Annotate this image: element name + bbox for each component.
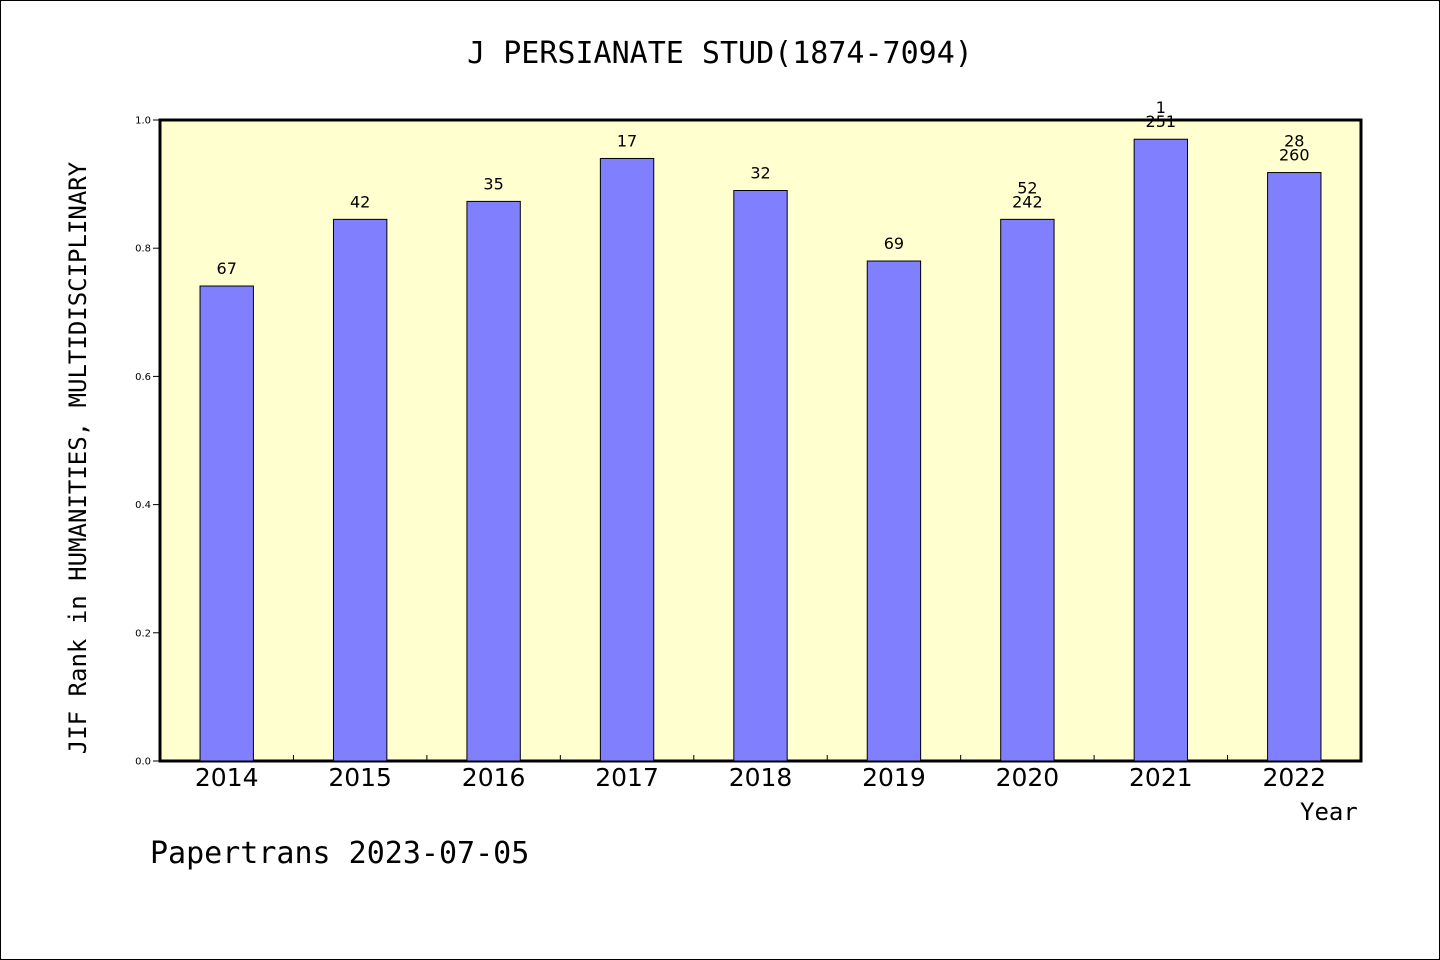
bar-2016 [466,200,521,762]
bar-data-label: 42 [350,192,370,211]
bar-data-label: 32 [750,164,770,183]
x-tick-label: 2020 [996,763,1060,792]
bars [199,138,1322,762]
y-tick-label: 0.2 [135,628,151,639]
bar-data-label: 1 [1156,98,1166,117]
bar-2017 [599,157,655,762]
bar-data-label: 17 [617,131,637,150]
bar-data-label: 28 [1284,132,1304,151]
bar-2015 [332,218,388,762]
x-axis-label: Year [1300,798,1358,826]
x-tick-label: 2019 [862,763,926,792]
x-tick-label: 2017 [595,763,659,792]
bar-2014 [199,285,254,762]
y-tick-label: 0.8 [135,244,151,255]
chart-title: J PERSIANATE STUD(1874-7094) [467,36,973,71]
footer-watermark: Papertrans 2023-07-05 [150,836,530,871]
x-tick-label: 2014 [195,763,259,792]
bar-2019 [866,260,922,762]
x-axis: 2014 2015 2016 2017 2018 2019 2020 2021 2022 [195,755,1326,792]
bar-data-label: 69 [884,234,904,253]
bar-data-label: 35 [483,174,503,193]
y-tick-label: 1.0 [135,116,151,127]
bar-data-label: 260 [1279,146,1310,165]
bar-data-label: 67 [217,259,237,278]
y-axis: 0.0 0.2 0.4 0.6 0.8 1.0 [135,116,160,768]
bar-2018 [733,190,788,762]
x-tick-label: 2015 [328,763,392,792]
bar-2020 [1000,218,1055,762]
bar-data-label: 251 [1146,112,1177,131]
bar-2021 [1133,138,1189,762]
bar-2022 [1267,172,1322,762]
y-tick-label: 0.0 [135,757,151,768]
x-tick-label: 2018 [729,763,793,792]
y-tick-label: 0.4 [135,500,151,511]
y-tick-label: 0.6 [135,372,151,383]
x-tick-label: 2021 [1129,763,1193,792]
x-tick-label: 2022 [1262,763,1326,792]
bar-data-label: 242 [1012,192,1043,211]
bar-data-label: 52 [1017,178,1037,197]
x-tick-label: 2016 [462,763,526,792]
